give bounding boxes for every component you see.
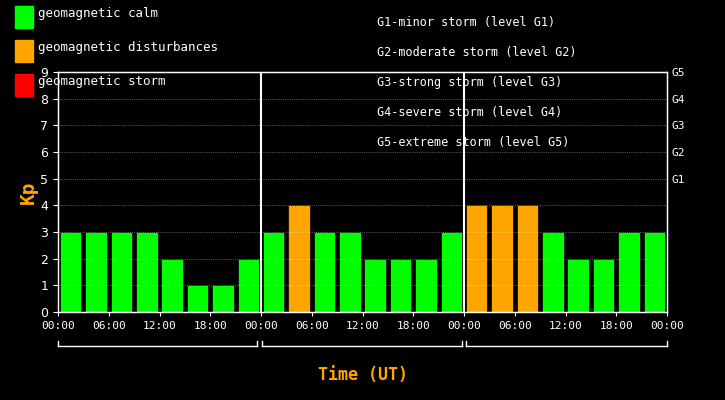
Text: G5-extreme storm (level G5): G5-extreme storm (level G5)	[377, 136, 569, 149]
Text: geomagnetic storm: geomagnetic storm	[38, 76, 165, 88]
Bar	[390, 259, 411, 312]
Text: G1-minor storm (level G1): G1-minor storm (level G1)	[377, 16, 555, 29]
Bar	[492, 205, 513, 312]
Text: G4-severe storm (level G4): G4-severe storm (level G4)	[377, 106, 563, 119]
Bar	[644, 232, 665, 312]
Bar	[593, 259, 614, 312]
Bar	[162, 259, 183, 312]
Bar	[289, 205, 310, 312]
Bar	[136, 232, 157, 312]
Bar	[314, 232, 335, 312]
Text: geomagnetic calm: geomagnetic calm	[38, 8, 158, 20]
Y-axis label: Kp: Kp	[19, 180, 38, 204]
Bar	[542, 232, 563, 312]
Bar	[365, 259, 386, 312]
Bar	[263, 232, 284, 312]
Bar	[517, 205, 538, 312]
Bar	[212, 285, 233, 312]
Text: G3-strong storm (level G3): G3-strong storm (level G3)	[377, 76, 563, 89]
Bar	[187, 285, 208, 312]
Text: G2-moderate storm (level G2): G2-moderate storm (level G2)	[377, 46, 576, 59]
Bar	[441, 232, 462, 312]
Text: Time (UT): Time (UT)	[318, 366, 407, 384]
Bar	[568, 259, 589, 312]
Bar	[111, 232, 132, 312]
Bar	[238, 259, 259, 312]
Text: geomagnetic disturbances: geomagnetic disturbances	[38, 42, 218, 54]
Bar	[466, 205, 487, 312]
Bar	[618, 232, 639, 312]
Bar	[86, 232, 107, 312]
Bar	[60, 232, 81, 312]
Bar	[339, 232, 360, 312]
Bar	[415, 259, 436, 312]
